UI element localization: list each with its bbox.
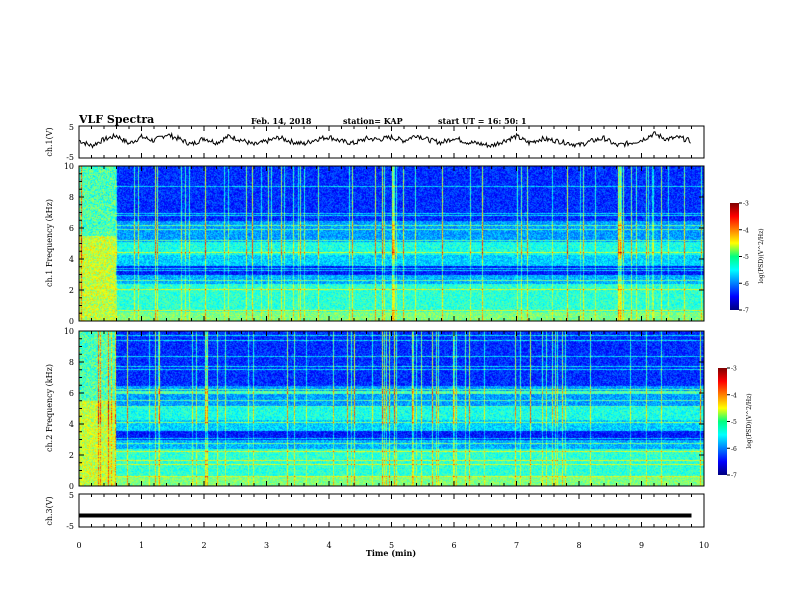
colorbar-tick-label: -3 [731, 366, 737, 373]
freq-tick-label: 4 [69, 255, 74, 264]
freq-tick-label: 2 [69, 451, 74, 460]
ch3-ylabel: ch.3(V) [45, 496, 54, 525]
ch3-ytick-bottom: -5 [66, 522, 74, 531]
ch1-colorbar [730, 203, 739, 310]
freq-tick-label: 2 [69, 286, 74, 295]
ch3-ytick-top: 5 [69, 491, 74, 500]
freq-tick-label: 8 [69, 358, 74, 367]
time-tick-label: 3 [264, 541, 269, 550]
freq-tick-label: 0 [69, 482, 74, 491]
time-tick-label: 9 [639, 541, 644, 550]
time-tick-label: 4 [326, 541, 331, 550]
ch2-colorbar-label: log(PSD)(V^2/Hz) [746, 393, 753, 448]
colorbar-tick-label: -6 [731, 446, 737, 453]
colorbar-tick-label: -7 [731, 473, 737, 480]
colorbar-tick-label: -5 [743, 254, 749, 261]
station-label: station= KAP [343, 116, 403, 126]
colorbar-tick-label: -4 [743, 227, 749, 234]
ch1-ylabel: ch.1(V) [45, 127, 54, 156]
ch1-ytick-top: 5 [69, 123, 74, 132]
time-tick-label: 5 [389, 541, 394, 550]
freq-tick-label: 10 [64, 327, 74, 336]
freq-tick-label: 10 [64, 162, 74, 171]
freq-tick-label: 8 [69, 193, 74, 202]
ch2-colorbar [718, 368, 727, 475]
figure-title: VLF Spectra [79, 113, 155, 126]
colorbar-tick-label: -6 [743, 281, 749, 288]
time-axis: 0 1 2 3 4 5 6 7 8 9 10 [76, 126, 709, 550]
ch1-waveform-trace [78, 131, 691, 149]
ch1-ytick-bottom: -5 [66, 153, 74, 162]
colorbar-tick-label: -7 [743, 308, 749, 315]
ch1-spectrogram-ylabel: ch.1 Frequency (kHz) [45, 199, 54, 287]
freq-tick-label: 0 [69, 317, 74, 326]
ch1-colorbar-label: log(PSD)(V^2/Hz) [758, 228, 765, 283]
time-axis-label: Time (min) [366, 548, 416, 558]
time-tick-label: 2 [201, 541, 206, 550]
freq-tick-label: 4 [69, 420, 74, 429]
time-tick-label: 0 [76, 541, 81, 550]
ch1-waveform-panel: 5 -5 ch.1(V) [45, 123, 705, 162]
colorbar-tick-label: -3 [743, 201, 749, 208]
freq-tick-label: 6 [69, 224, 74, 233]
date-label: Feb. 14, 2018 [251, 116, 312, 126]
time-tick-label: 8 [576, 541, 581, 550]
time-tick-label: 6 [451, 541, 456, 550]
start-time-label: start UT = 16: 50: 1 [438, 116, 527, 126]
colorbar-tick-label: -5 [731, 419, 737, 426]
time-tick-label: 1 [139, 541, 144, 550]
colorbar-tick-label: -4 [731, 392, 737, 399]
time-tick-label: 7 [514, 541, 519, 550]
ch3-waveform-panel: 5 -5 ch.3(V) [45, 491, 705, 531]
freq-tick-label: 6 [69, 389, 74, 398]
time-tick-label: 10 [699, 541, 709, 550]
ch2-spectrogram-ylabel: ch.2 Frequency (kHz) [45, 364, 54, 452]
